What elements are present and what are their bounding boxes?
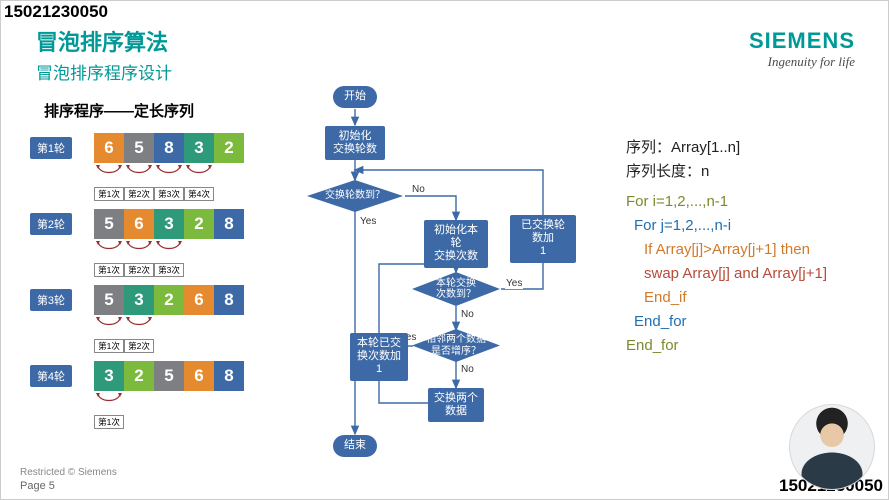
section-subtitle: 排序程序——定长序列 bbox=[44, 100, 194, 121]
sorting-rounds: 第1轮65832第1次第2次第3次第4次第2轮56328第1次第2次第3次第3轮… bbox=[30, 133, 296, 437]
label-yes-2: Yes bbox=[505, 278, 523, 289]
swap-arc bbox=[94, 165, 124, 179]
sort-cell: 6 bbox=[94, 133, 124, 163]
swap-label: 第3次 bbox=[154, 187, 184, 201]
swap-label: 第1次 bbox=[94, 263, 124, 277]
sort-cell: 6 bbox=[124, 209, 154, 239]
swap-label: 第2次 bbox=[124, 263, 154, 277]
swap-arc bbox=[94, 241, 124, 255]
sort-cell: 2 bbox=[214, 133, 244, 163]
sort-cell: 3 bbox=[184, 133, 214, 163]
brand-tagline: Ingenuity for life bbox=[749, 54, 855, 70]
brand-name: SIEMENS bbox=[749, 28, 855, 54]
code-line: End_for bbox=[626, 310, 876, 334]
swap-arc bbox=[154, 393, 184, 407]
swap-label: 第1次 bbox=[94, 339, 124, 353]
code-line: End_for bbox=[626, 334, 876, 358]
footer-restricted: Restricted © Siemens bbox=[20, 467, 117, 478]
round-badge: 第3轮 bbox=[30, 289, 72, 311]
swap-arc bbox=[184, 393, 214, 407]
flow-rounds-done: 交换轮数到？ bbox=[307, 180, 403, 212]
swap-label: 第1次 bbox=[94, 415, 124, 429]
sort-cell: 5 bbox=[94, 285, 124, 315]
flow-end: 结束 bbox=[333, 435, 377, 457]
flow-inc-pass: 本轮已交换次数加1 bbox=[350, 333, 408, 381]
flow-init-rounds: 初始化交换轮数 bbox=[325, 126, 385, 160]
sort-cell: 2 bbox=[154, 285, 184, 315]
swap-label: 第2次 bbox=[124, 339, 154, 353]
swap-label: 第4次 bbox=[184, 187, 214, 201]
swap-arc bbox=[154, 241, 184, 255]
swap-arc bbox=[94, 393, 124, 407]
sort-cell: 8 bbox=[214, 361, 244, 391]
label-no-2: No bbox=[460, 309, 475, 320]
flow-start: 开始 bbox=[333, 86, 377, 108]
pseudocode: 序列：Array[1..n] 序列长度：n For i=1,2,...,n-1F… bbox=[626, 136, 876, 358]
sort-cell: 2 bbox=[124, 361, 154, 391]
sort-cell: 3 bbox=[94, 361, 124, 391]
sort-cell: 5 bbox=[124, 133, 154, 163]
code-line: swap Array[j] and Array[j+1] bbox=[626, 262, 876, 286]
label-no-1: No bbox=[411, 184, 426, 195]
swap-arc bbox=[154, 165, 184, 179]
sort-cell: 8 bbox=[154, 133, 184, 163]
swap-arc bbox=[124, 393, 154, 407]
label-yes-1: Yes bbox=[359, 216, 377, 227]
footer-page: Page 5 bbox=[20, 480, 117, 492]
sort-cell: 5 bbox=[94, 209, 124, 239]
flow-inc-round: 已交换轮数加1 bbox=[510, 215, 576, 263]
code-array-decl: 序列：Array[1..n] bbox=[626, 136, 876, 160]
round-badge: 第4轮 bbox=[30, 365, 72, 387]
code-length-decl: 序列长度：n bbox=[626, 160, 876, 184]
title-main: 冒泡排序算法 bbox=[36, 25, 172, 57]
swap-arc bbox=[124, 241, 154, 255]
swap-label: 第2次 bbox=[124, 187, 154, 201]
sort-cell: 6 bbox=[184, 285, 214, 315]
swap-arc bbox=[94, 317, 124, 331]
sort-cell: 3 bbox=[124, 285, 154, 315]
sort-cell: 6 bbox=[184, 361, 214, 391]
code-line: If Array[j]>Array[j+1] then bbox=[626, 238, 876, 262]
sort-cell: 2 bbox=[184, 209, 214, 239]
flow-swap: 交换两个数据 bbox=[428, 388, 484, 422]
label-no-3: No bbox=[460, 364, 475, 375]
watermark-top: 15021230050 bbox=[4, 2, 108, 22]
swap-arc bbox=[184, 241, 214, 255]
flow-init-pass: 初始化本轮交换次数 bbox=[424, 220, 488, 268]
code-line: End_if bbox=[626, 286, 876, 310]
flow-need-swap: 相邻两个数据是否增序？ bbox=[412, 329, 500, 362]
swap-arc bbox=[124, 165, 154, 179]
swap-label: 第3次 bbox=[154, 263, 184, 277]
flowchart: 开始 初始化交换轮数 交换轮数到？ No Yes 初始化本轮交换次数 已交换轮数… bbox=[300, 80, 620, 480]
round-badge: 第1轮 bbox=[30, 137, 72, 159]
sort-cell: 5 bbox=[154, 361, 184, 391]
sort-cell: 8 bbox=[214, 285, 244, 315]
swap-arc bbox=[154, 317, 184, 331]
swap-arc bbox=[184, 165, 214, 179]
presenter-avatar bbox=[789, 404, 875, 490]
swap-arc bbox=[184, 317, 214, 331]
flow-pass-done: 本轮交换次数到？ bbox=[412, 272, 500, 306]
round-badge: 第2轮 bbox=[30, 213, 72, 235]
code-line: For i=1,2,...,n-1 bbox=[626, 190, 876, 214]
title-sub: 冒泡排序程序设计 bbox=[36, 59, 172, 84]
sort-cell: 3 bbox=[154, 209, 184, 239]
swap-arc bbox=[124, 317, 154, 331]
code-line: For j=1,2,...,n-i bbox=[626, 214, 876, 238]
swap-label: 第1次 bbox=[94, 187, 124, 201]
sort-cell: 8 bbox=[214, 209, 244, 239]
